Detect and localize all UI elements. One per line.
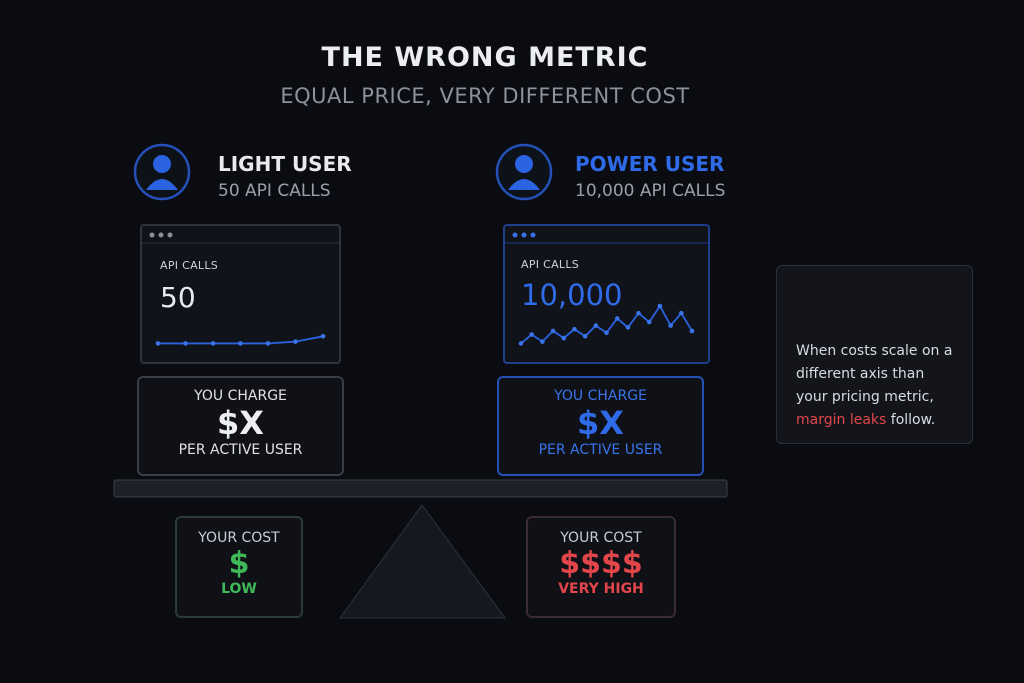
charge-box: YOU CHARGE $X PER ACTIVE USER [497,376,704,476]
cost-label: YOUR COST [560,530,642,546]
window-dot [521,232,527,238]
sparkline-point [593,323,599,328]
usage-card: API CALLS 50 [140,224,341,364]
window-dot [149,232,155,238]
sparkline-point [320,334,326,339]
sparkline-point [561,335,567,341]
sparkline-point [582,334,588,339]
window-dot [158,232,164,238]
window-dot [167,232,173,238]
card-value: 10,000 [521,278,623,312]
fulcrum [339,504,506,619]
sparkline-point [238,341,243,346]
cost-value: $$$$ [559,546,643,581]
note-highlight: margin leaks [796,412,887,428]
sparkline-point [679,310,684,316]
card-value: 50 [160,281,196,314]
sparkline-point [155,341,161,346]
sparkline-point [550,328,556,334]
charge-box: YOU CHARGE $X PER ACTIVE USER [137,376,344,476]
sparkline-point [540,339,545,344]
sparkline-point [529,332,534,337]
note-text: follow. [886,412,936,428]
title: THE WRONG METRIC [321,42,649,73]
charge-label: YOU CHARGE [554,388,647,404]
sparkline-point [293,339,298,344]
sparkline-point [668,323,673,328]
user-name-text: POWER USER [575,152,725,176]
scale-beam [113,479,728,498]
charge-value: $X [217,404,264,442]
sparkline-point [210,341,216,346]
window-dot [512,232,518,238]
card-label: API CALLS [521,258,580,271]
cost-box: YOUR COST $ LOW [175,516,303,618]
cost-level: LOW [221,581,257,597]
sparkline-point [657,303,663,309]
card-label: API CALLS [160,259,219,272]
charge-unit: PER ACTIVE USER [538,442,663,458]
sparkline-point [636,310,641,316]
charge-unit: PER ACTIVE USER [178,442,303,458]
note-text: When costs scale on a different axis tha… [796,343,953,405]
user-usage: 50 API CALLS [218,181,331,201]
cost-level: VERY HIGH [558,581,644,597]
avatar [133,143,191,201]
sparkline-point [518,341,524,346]
sparkline [520,304,693,345]
warning-note: When costs scale on a different axis tha… [776,265,973,444]
window-dot [530,232,536,238]
charge-label: YOU CHARGE [194,388,287,404]
sparkline-point [625,325,631,330]
usage-card: API CALLS 10,000 [503,224,710,364]
cost-box: YOUR COST $$$$ VERY HIGH [526,516,676,618]
sparkline-point [614,316,620,321]
cost-value: $ [228,546,250,581]
user-name-text: LIGHT USER [218,152,352,176]
sparkline-point [265,341,271,346]
sparkline-point [689,328,695,334]
cost-label: YOUR COST [198,530,280,546]
sparkline-point [646,319,652,325]
card-graphics [505,232,708,346]
sparkline-point [604,330,609,336]
subtitle: EQUAL PRICE, VERY DIFFERENT COST [280,84,690,108]
user-name: POWER USER [575,152,724,176]
sparkline-point [572,326,577,332]
user-usage: 10,000 API CALLS [575,181,726,201]
card-graphics [142,232,339,346]
sparkline-point [183,341,188,346]
charge-value: $X [577,404,624,442]
user-name: LIGHT USER [218,152,352,176]
avatar [495,143,553,201]
